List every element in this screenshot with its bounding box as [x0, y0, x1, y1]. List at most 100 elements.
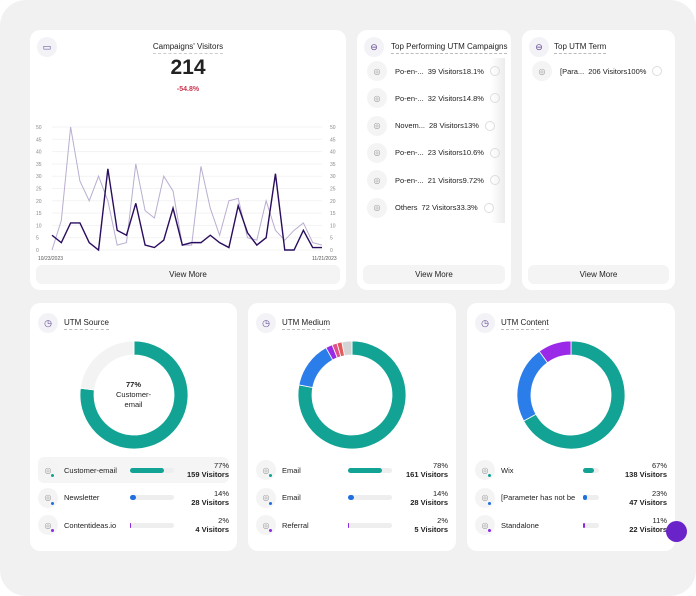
share-bar	[130, 467, 174, 473]
item-visitors: 22 Visitors	[629, 525, 667, 534]
item-name: Email	[282, 465, 301, 475]
select-radio[interactable]	[489, 175, 500, 186]
campaign-icon: ◎	[367, 88, 387, 109]
donut-chart	[79, 340, 188, 450]
item-name: Po-en-...	[395, 66, 424, 76]
item-name: Email	[282, 493, 301, 502]
item-percent: 67%	[651, 461, 667, 470]
share-bar-fill	[348, 467, 383, 473]
chart-icon: ▭	[37, 37, 57, 57]
source-icon: ◎	[38, 487, 58, 508]
campaign-icon: ◎	[367, 170, 387, 191]
total-visitors: 214	[170, 56, 206, 79]
item-name: Others	[395, 203, 418, 212]
select-radio[interactable]	[489, 66, 500, 76]
item-stats: 78% 161 Visitors	[406, 461, 448, 479]
item-visitors: 21 Visitors	[427, 175, 463, 185]
campaign-icon: ◎	[367, 61, 387, 81]
list-item[interactable]: ◎ Po-en-... 21 Visitors 9.72%	[367, 169, 500, 191]
campaign-icon: ◎	[532, 61, 552, 81]
item-percent: 14%	[432, 488, 448, 498]
donut-slice[interactable]	[298, 347, 334, 388]
item-name: Po-en-...	[395, 93, 424, 103]
list-item[interactable]: ◎ Others 72 Visitors 33.3%	[367, 197, 494, 219]
list-item[interactable]: ◎ Po-en-... 32 Visitors 14.8%	[367, 87, 500, 109]
item-visitors: 28 Visitors	[410, 497, 448, 507]
share-bar	[348, 467, 392, 473]
share-bar-fill	[583, 495, 587, 500]
share-bar	[583, 495, 599, 500]
donut-slice[interactable]	[523, 340, 626, 450]
item-visitors: 28 Visitors	[429, 121, 464, 131]
item-percent: 9.72%	[462, 175, 484, 185]
share-bar	[348, 495, 392, 500]
item-visitors: 159 Visitors	[187, 470, 229, 479]
list-item[interactable]: ◎ Po-en-... 23 Visitors 10.6%	[367, 142, 500, 164]
select-radio[interactable]	[483, 202, 494, 213]
legend-item[interactable]: ◎ Contentideas.io 2% 4 Visitors	[38, 512, 229, 538]
center-percent: 77%	[125, 380, 141, 389]
card-title: Top Performing UTM Campaigns	[391, 42, 508, 54]
donut-slice[interactable]	[341, 340, 353, 357]
donut-slice[interactable]	[79, 340, 188, 450]
item-name: [Parameter has not be	[501, 493, 576, 502]
donut-slice[interactable]	[79, 340, 134, 391]
item-visitors: 4 Visitors	[195, 525, 229, 534]
source-icon: ◎	[38, 460, 58, 480]
source-icon: ◎	[475, 487, 495, 508]
color-dot	[488, 529, 491, 532]
legend-item[interactable]: ◎ Standalone 11% 22 Visitors	[475, 512, 667, 538]
item-visitors: 28 Visitors	[191, 497, 229, 507]
card-title: UTM Medium	[282, 318, 331, 330]
legend-item[interactable]: ◎ Customer-email 77% 159 Visitors	[38, 457, 229, 483]
color-dot	[51, 529, 54, 532]
utm-content-card: ◷ UTM Content ◎ Wix 67% 138 Visitors ◎ [Par…	[467, 303, 675, 551]
share-bar-fill	[130, 495, 137, 500]
card-title: UTM Content	[501, 318, 549, 330]
donut-slice[interactable]	[538, 340, 572, 364]
legend-item[interactable]: ◎ Newsletter 14% 28 Visitors	[38, 485, 229, 511]
source-icon: ◎	[475, 460, 495, 480]
legend-item[interactable]: ◎ Wix 67% 138 Visitors	[475, 457, 667, 483]
share-bar	[348, 522, 392, 528]
legend-item[interactable]: ◎ Email 14% 28 Visitors	[256, 485, 448, 511]
item-percent: 78%	[432, 461, 448, 470]
legend-item[interactable]: ◎ Referral 2% 5 Visitors	[256, 512, 448, 538]
color-dot	[269, 529, 272, 532]
series-line-0	[51, 126, 323, 251]
list-item[interactable]: ◎ Po-en-... 39 Visitors 18.1%	[367, 60, 500, 82]
item-name: Po-en-...	[395, 148, 424, 158]
y-tick-right: 20	[330, 199, 336, 205]
select-radio[interactable]	[484, 120, 495, 131]
view-more-button[interactable]: View More	[363, 265, 505, 284]
select-radio[interactable]	[489, 93, 500, 104]
item-name: Newsletter	[64, 493, 100, 502]
item-percent: 14.8%	[462, 93, 484, 103]
y-tick-left: 5	[36, 236, 39, 242]
y-tick-right: 5	[330, 236, 333, 242]
y-tick-left: 40	[36, 150, 42, 156]
chat-launcher-button[interactable]	[666, 521, 687, 542]
view-more-button[interactable]: View More	[36, 265, 340, 284]
clock-icon: ◷	[475, 313, 495, 333]
center-name: Customer-email	[115, 390, 151, 409]
clock-icon: ◷	[38, 313, 58, 333]
y-tick-right: 35	[330, 162, 336, 168]
donut-slice[interactable]	[516, 350, 549, 422]
legend-item[interactable]: ◎ Email 78% 161 Visitors	[256, 457, 448, 483]
card-title: Top UTM Term	[554, 42, 607, 54]
view-more-button[interactable]: View More	[528, 265, 669, 284]
donut-slice[interactable]	[297, 340, 407, 450]
list-item[interactable]: ◎ [Para... 206 Visitors 100%	[532, 60, 663, 82]
list-item[interactable]: ◎ Novem... 28 Visitors 13%	[367, 115, 495, 137]
item-name: Novem...	[395, 121, 426, 131]
color-dot	[51, 474, 54, 477]
y-tick-left: 25	[36, 187, 42, 193]
select-radio[interactable]	[652, 66, 663, 76]
share-bar-fill	[130, 467, 164, 473]
series-line-1	[51, 168, 322, 252]
item-percent: 18.1%	[462, 66, 484, 76]
select-radio[interactable]	[489, 147, 500, 158]
legend-item[interactable]: ◎ [Parameter has not be 23% 47 Visitors	[475, 485, 667, 511]
item-percent: 33.3%	[456, 203, 478, 212]
